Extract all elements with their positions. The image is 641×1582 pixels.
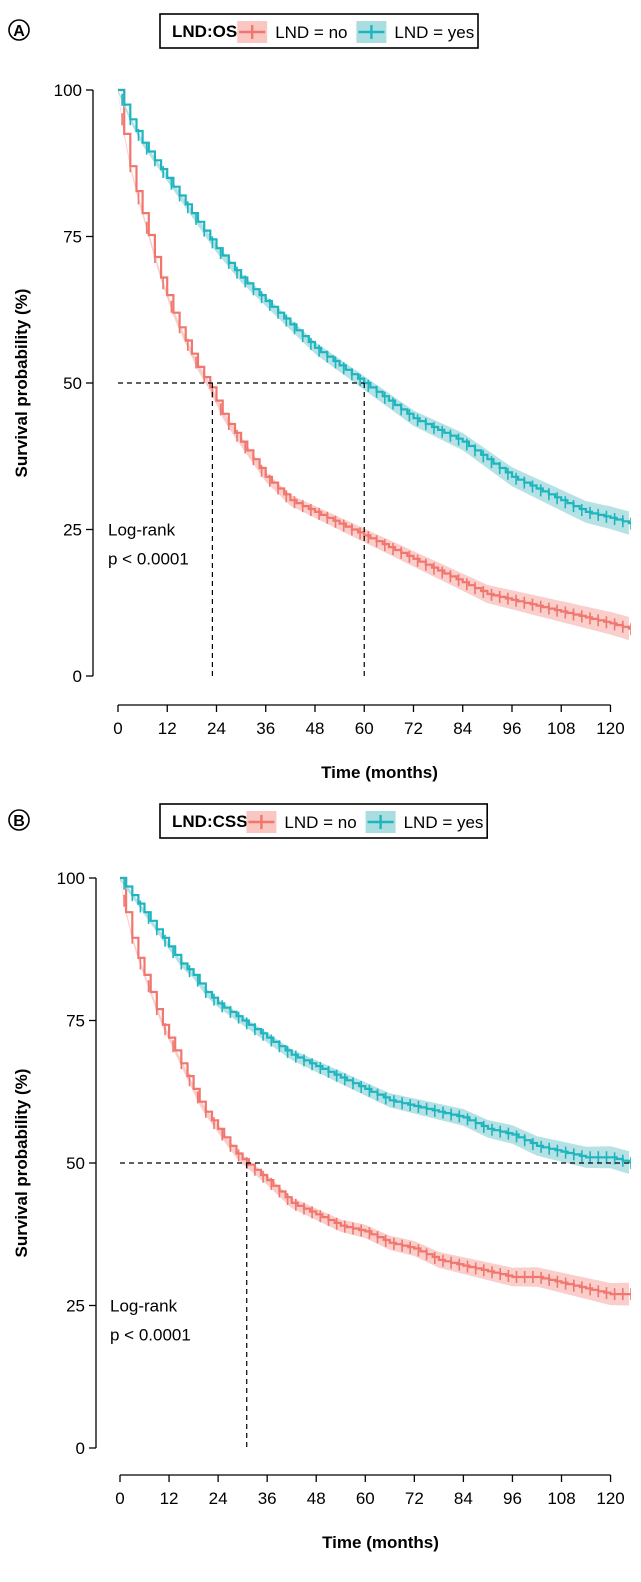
x-axis-title: Time (months) bbox=[321, 763, 438, 782]
x-tick-label: 48 bbox=[307, 1489, 326, 1508]
censor-marks-no bbox=[122, 113, 631, 635]
censor-marks-yes bbox=[124, 878, 631, 1169]
censor-marks-yes bbox=[122, 94, 631, 530]
x-tick-label: 96 bbox=[503, 1489, 522, 1508]
y-tick-label: 50 bbox=[66, 1154, 85, 1173]
ci-band-yes bbox=[120, 878, 629, 1174]
panel-label-text: A bbox=[13, 23, 25, 40]
survival-curve-yes bbox=[120, 878, 631, 1162]
y-axis-title: Survival probability (%) bbox=[12, 289, 31, 478]
x-tick-label: 108 bbox=[547, 1489, 575, 1508]
plot-area bbox=[120, 878, 631, 1306]
ci-band-yes bbox=[118, 90, 629, 535]
y-tick-label: 25 bbox=[63, 521, 82, 540]
x-tick-label: 72 bbox=[405, 1489, 424, 1508]
legend: LND:OS LND = no LND = yes bbox=[160, 14, 478, 48]
plot-area bbox=[118, 90, 631, 640]
panel-label: A bbox=[9, 20, 29, 40]
legend-entry-yes: LND = yes bbox=[394, 23, 474, 42]
legend-entry-yes: LND = yes bbox=[404, 813, 484, 832]
x-tick-label: 0 bbox=[113, 719, 122, 738]
x-tick-label: 96 bbox=[503, 719, 522, 738]
axes: 0 25 50 75 100 0 12 24 36 48 60 72 84 96 108 120 Time (m… bbox=[12, 81, 625, 782]
series-yes bbox=[118, 90, 631, 535]
legend: LND:CSS LND = no LND = yes bbox=[160, 804, 487, 838]
y-tick-label: 0 bbox=[76, 1439, 85, 1458]
legend-entry-no: LND = no bbox=[284, 813, 356, 832]
series-yes bbox=[120, 878, 631, 1174]
y-tick-label: 100 bbox=[54, 81, 82, 100]
survival-curve-yes bbox=[118, 90, 631, 523]
y-tick-label: 100 bbox=[57, 869, 85, 888]
series-no bbox=[118, 90, 631, 640]
y-tick-label: 25 bbox=[66, 1297, 85, 1316]
y-tick-label: 0 bbox=[73, 667, 82, 686]
x-tick-label: 120 bbox=[596, 1489, 624, 1508]
y-tick-label: 50 bbox=[63, 374, 82, 393]
x-tick-label: 36 bbox=[256, 719, 275, 738]
panel-label: B bbox=[9, 810, 29, 830]
logrank-label: Log-rank bbox=[108, 521, 176, 540]
y-axis-title: Survival probability (%) bbox=[12, 1069, 31, 1258]
x-tick-label: 0 bbox=[115, 1489, 124, 1508]
p-value-label: p < 0.0001 bbox=[108, 550, 189, 569]
legend-entry-no: LND = no bbox=[275, 23, 347, 42]
x-tick-label: 108 bbox=[547, 719, 575, 738]
x-tick-label: 12 bbox=[158, 719, 177, 738]
x-tick-label: 36 bbox=[258, 1489, 277, 1508]
legend-title: LND:OS bbox=[172, 22, 237, 41]
y-tick-label: 75 bbox=[66, 1012, 85, 1031]
median-lines bbox=[120, 1163, 631, 1448]
logrank-label: Log-rank bbox=[110, 1297, 178, 1316]
logrank-annotation: Log-rank p < 0.0001 bbox=[108, 521, 189, 569]
panel-label-text: B bbox=[13, 813, 25, 830]
y-tick-label: 75 bbox=[63, 228, 82, 247]
x-tick-label: 24 bbox=[207, 719, 226, 738]
x-tick-label: 48 bbox=[306, 719, 325, 738]
x-tick-label: 60 bbox=[356, 1489, 375, 1508]
x-tick-label: 120 bbox=[596, 719, 624, 738]
p-value-label: p < 0.0001 bbox=[110, 1326, 191, 1345]
legend-title: LND:CSS bbox=[172, 812, 248, 831]
x-tick-label: 84 bbox=[453, 719, 472, 738]
x-tick-label: 84 bbox=[454, 1489, 473, 1508]
x-tick-label: 12 bbox=[160, 1489, 179, 1508]
x-tick-label: 24 bbox=[209, 1489, 228, 1508]
ci-band-no bbox=[118, 90, 629, 640]
css-survival-chart: B LND:CSS LND = no LND = yes 0 25 50 75 100 0 12 24… bbox=[0, 792, 641, 1582]
logrank-annotation: Log-rank p < 0.0001 bbox=[110, 1297, 191, 1345]
x-tick-label: 60 bbox=[355, 719, 374, 738]
x-tick-label: 72 bbox=[404, 719, 423, 738]
os-survival-chart: A LND:OS LND = no LND = yes 0 25 50 75 100 0 12 24 3… bbox=[0, 0, 641, 790]
x-axis-title: Time (months) bbox=[322, 1533, 439, 1552]
